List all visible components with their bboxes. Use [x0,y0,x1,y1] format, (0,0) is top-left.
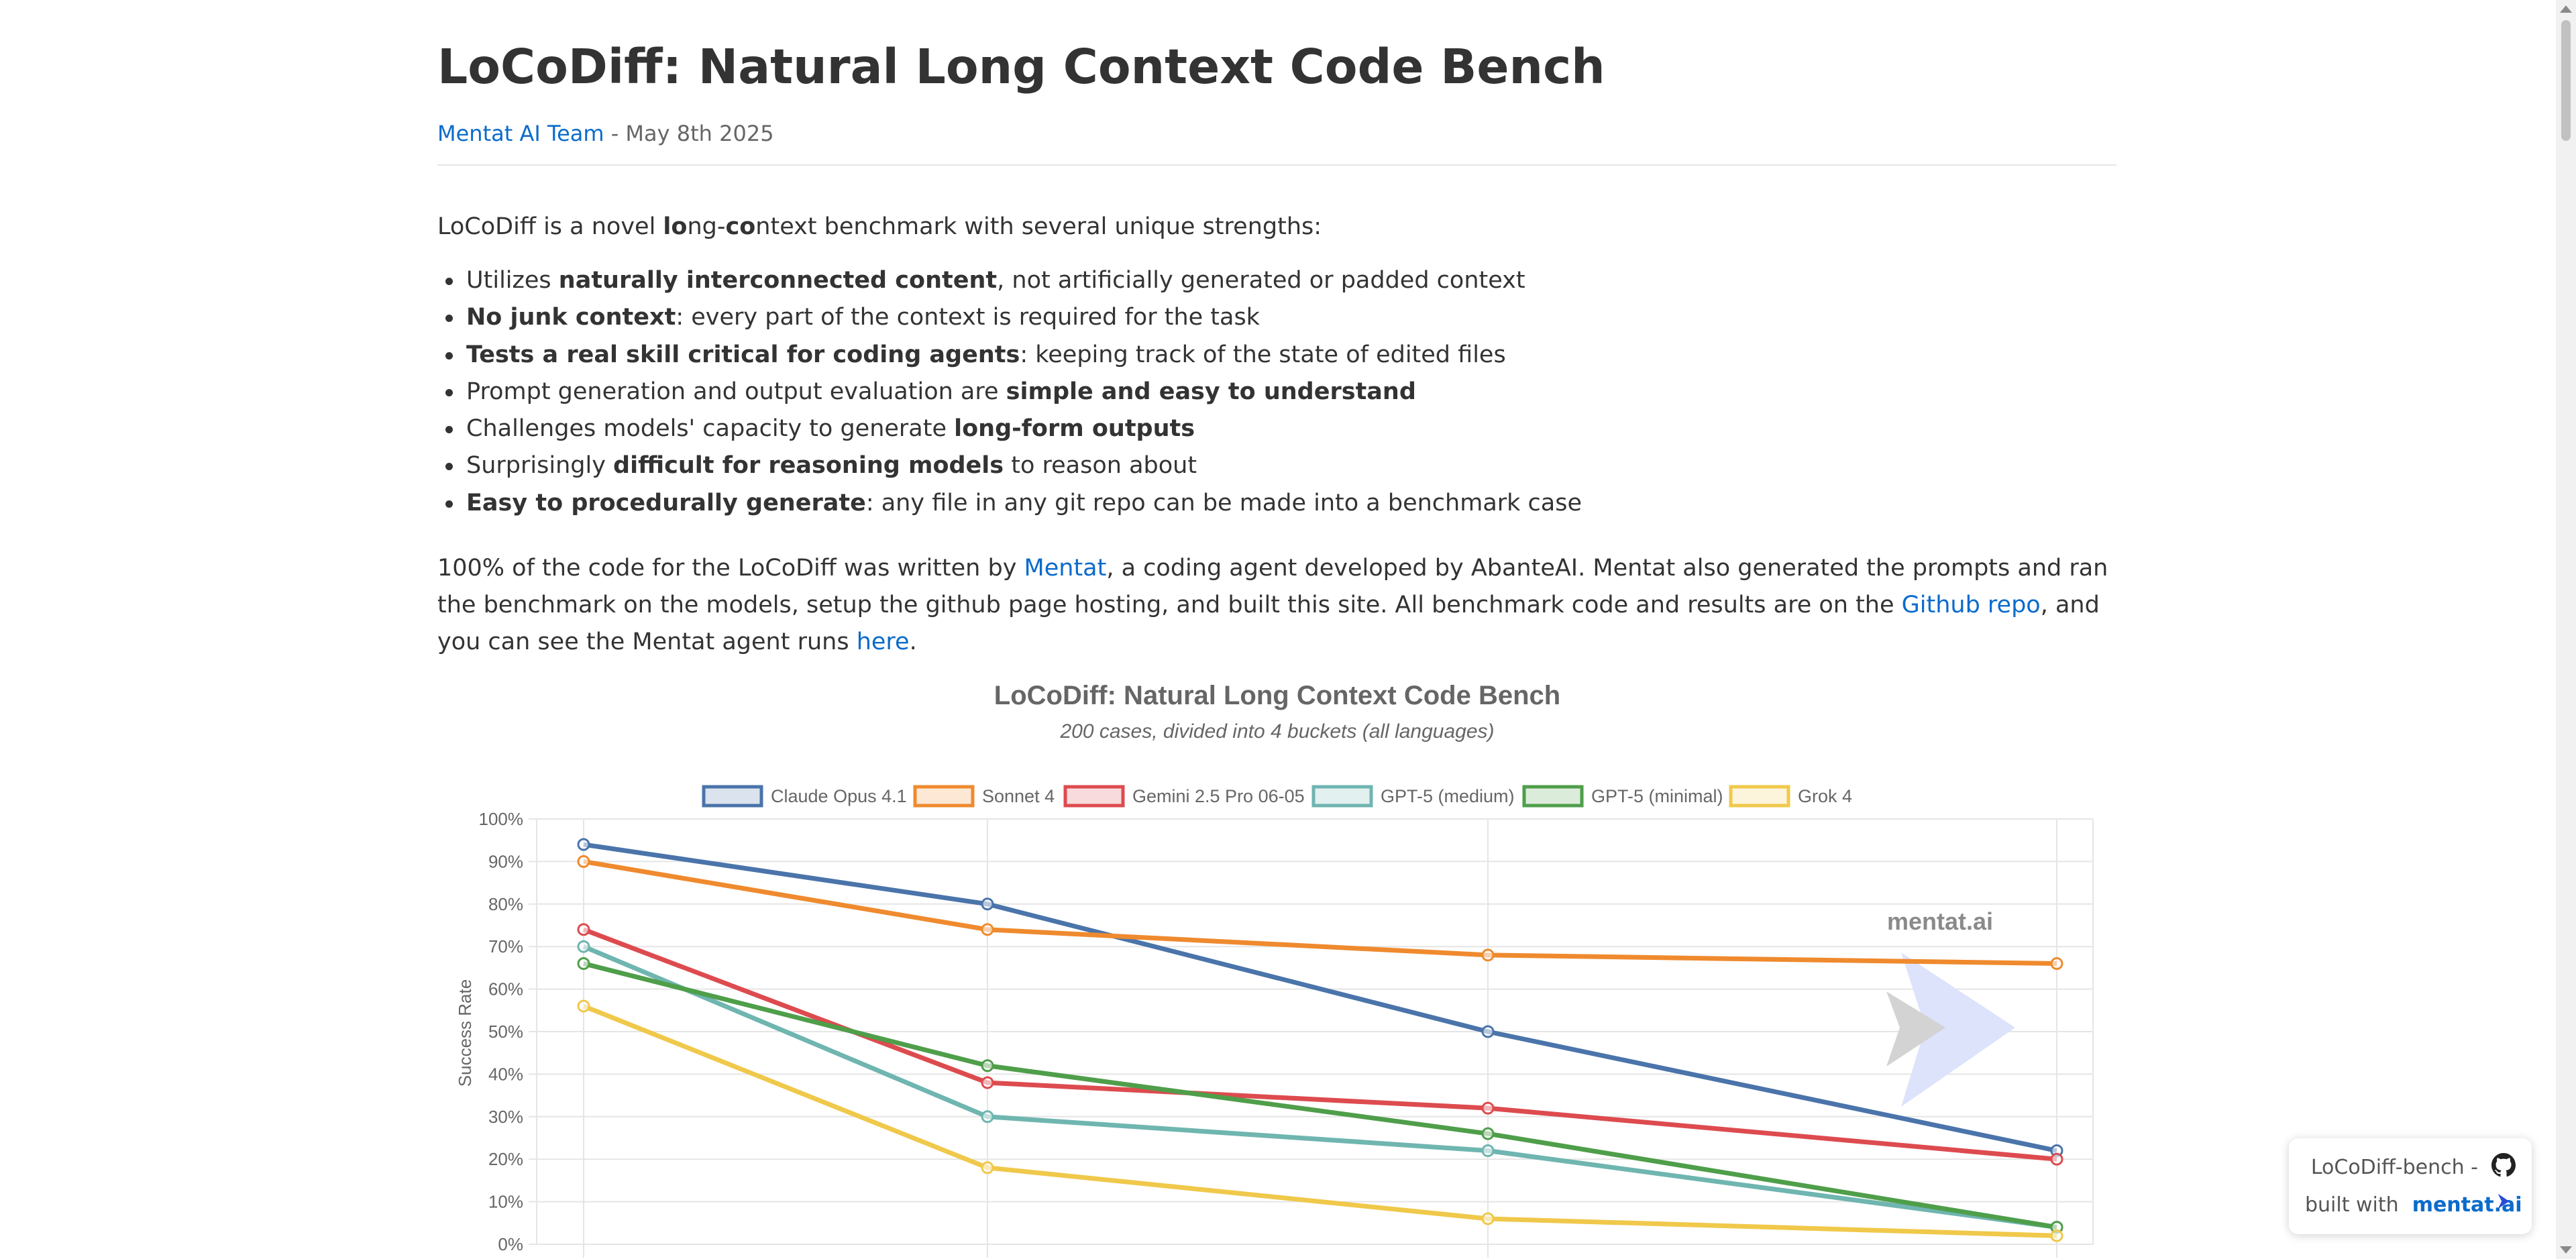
list-item: Tests a real skill critical for coding a… [437,337,1582,374]
data-point [577,999,590,1013]
features-list: Utilizes naturally interconnected conten… [437,263,1582,523]
watermark-logo-icon [1901,952,2015,1107]
y-tick-label: 20% [488,1149,523,1169]
data-point [577,957,590,971]
data-point [577,855,590,868]
legend-label: Sonnet 4 [982,786,1055,806]
list-item: Prompt generation and output evaluation … [437,374,1582,411]
data-point [1481,948,1495,962]
list-item: Easy to procedurally generate: any file … [437,486,1582,523]
chart-title: LoCoDiff: Natural Long Context Code Benc… [994,681,1560,710]
list-item: No junk context: every part of the conte… [437,300,1582,337]
data-point [981,1059,994,1073]
data-point [1481,1025,1495,1038]
y-tick-label: 50% [488,1022,523,1042]
byline: Mentat AI Team - May 8th 2025 [437,121,774,146]
legend-label: Claude Opus 4.1 [771,786,907,806]
data-point [2050,1152,2063,1166]
legend-label: GPT-5 (minimal) [1591,786,1723,806]
agent-runs-link[interactable]: here [856,628,910,655]
list-item: Challenges models' capacity to generate … [437,411,1582,448]
y-tick-label: 0% [498,1234,523,1254]
data-point [1481,1212,1495,1225]
publish-date: - May 8th 2025 [604,121,774,146]
author-link[interactable]: Mentat AI Team [437,121,604,146]
badge-built-with: built with mentat.ai [2305,1193,2522,1217]
data-point [981,1076,994,1089]
badge-repo-label[interactable]: LoCoDiff-bench - [2310,1156,2478,1179]
page-scrollbar[interactable] [2556,0,2576,1259]
data-point [2050,1229,2063,1242]
watermark-text: mentat.ai [1887,908,1993,935]
data-point [577,940,590,953]
y-tick-label: 60% [488,979,523,999]
series-line [582,944,2057,1230]
github-repo-link[interactable]: Github repo [1901,592,2041,618]
legend-label: GPT-5 (medium) [1381,786,1515,806]
list-item: Utilizes naturally interconnected conten… [437,263,1582,300]
mentat-ai-link[interactable]: mentat.ai [2412,1193,2522,1217]
data-point [981,897,994,911]
data-point [1481,1101,1495,1115]
y-tick-label: 10% [488,1192,523,1212]
series-line [582,927,2057,1162]
y-tick-label: 40% [488,1064,523,1084]
header-divider [437,164,2116,166]
legend-swatch [913,785,975,808]
legend-swatch [702,785,763,808]
data-point [1481,1144,1495,1158]
data-point [981,1110,994,1124]
legend-swatch [1729,785,1790,808]
built-with-badge: LoCoDiff-bench - built with mentat.ai [2289,1138,2532,1234]
chart-subtitle: 200 cases, divided into 4 buckets (all l… [1059,720,1494,743]
data-point [981,1161,994,1174]
mentat-logo-icon [2498,1193,2510,1209]
y-tick-label: 80% [488,894,523,914]
data-point [1481,1127,1495,1140]
description-paragraph: 100% of the code for the LoCoDiff was wr… [437,555,2108,655]
y-axis-label: Success Rate [455,979,475,1087]
y-tick-label: 30% [488,1107,523,1127]
scroll-up-icon[interactable] [2560,5,2572,13]
series-line [583,842,2057,1153]
scroll-thumb[interactable] [2561,20,2571,141]
scroll-down-icon[interactable] [2560,1246,2572,1254]
y-tick-label: 70% [488,936,523,956]
legend-label: Grok 4 [1798,786,1852,806]
legend-swatch [1063,785,1125,808]
series-line [583,961,2057,1230]
legend-swatch [1522,785,1584,808]
mentat-link[interactable]: Mentat [1024,555,1107,582]
legend-swatch [1311,785,1373,808]
y-tick-label: 100% [479,809,524,829]
intro-text: LoCoDiff is a novel long-context benchma… [437,213,1322,240]
github-icon[interactable] [2491,1153,2516,1177]
list-item: Surprisingly difficult for reasoning mod… [437,448,1582,485]
data-point [2050,957,2063,971]
legend-label: Gemini 2.5 Pro 06-05 [1132,786,1305,806]
y-tick-label: 90% [488,851,523,871]
data-point [577,923,590,936]
data-point [981,923,994,936]
series-line [583,859,2057,967]
data-point [577,838,590,851]
page-title: LoCoDiff: Natural Long Context Code Benc… [437,39,1605,95]
series-line [582,1003,2057,1238]
watermark-chevron-icon [1886,991,1945,1066]
